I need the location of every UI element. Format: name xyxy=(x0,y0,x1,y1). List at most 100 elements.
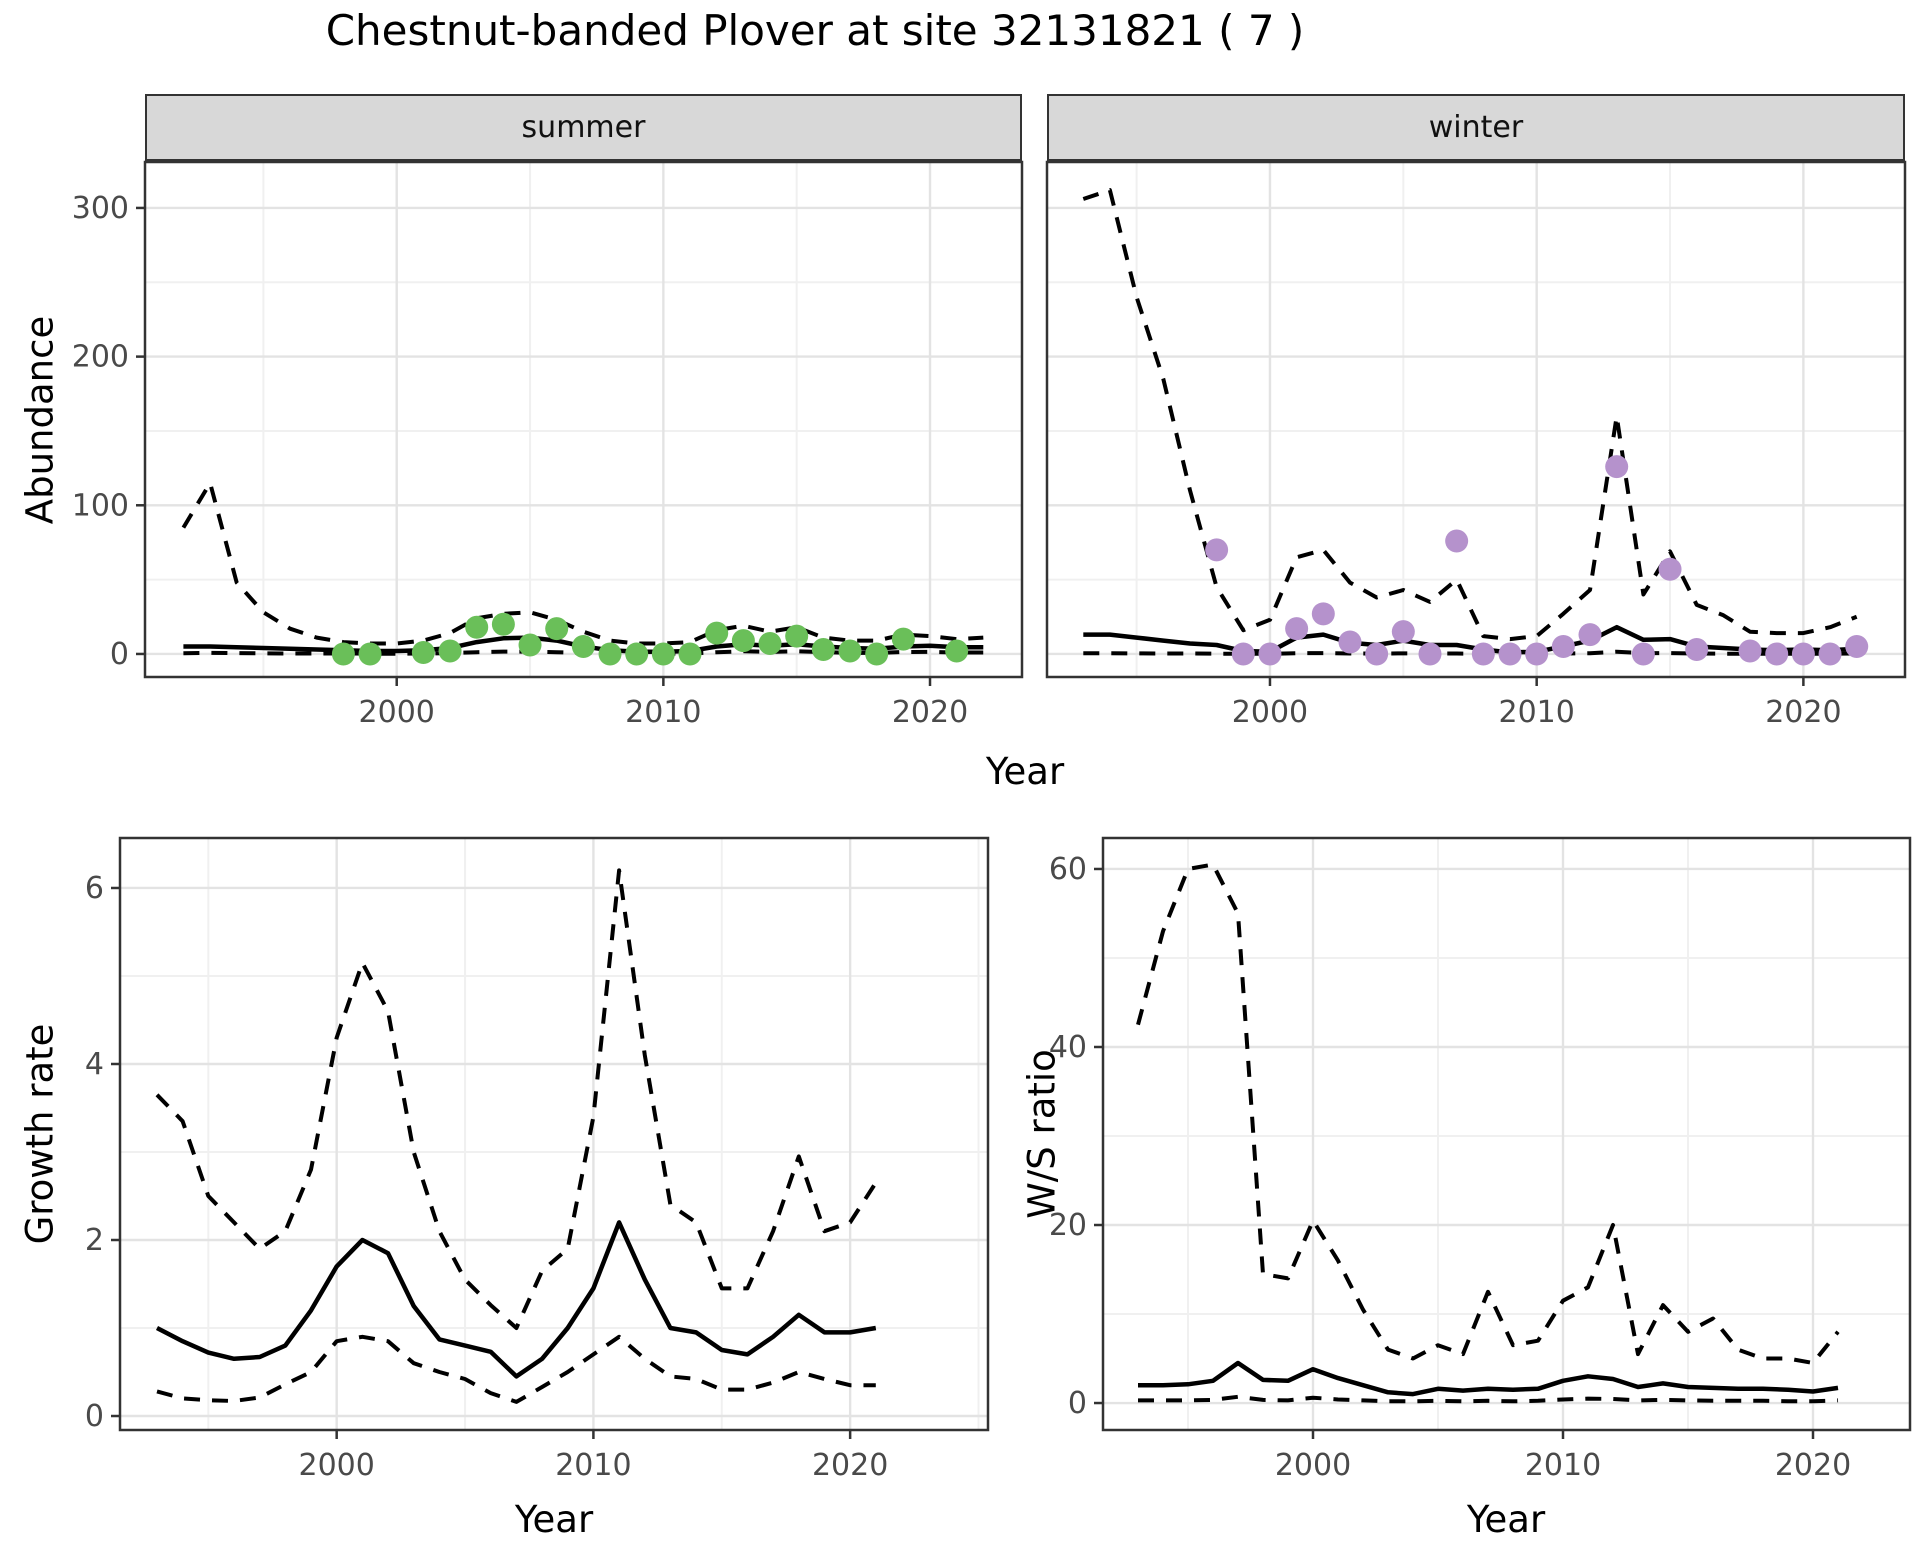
winter-abundance-observation-point xyxy=(1765,642,1789,666)
x-tick-label: 2000 xyxy=(1275,1448,1351,1483)
summer-abundance-observation-point xyxy=(758,632,782,656)
ws-ratio-lower-ci-line xyxy=(1138,1394,1839,1404)
y-tick-label: 20 xyxy=(1049,1208,1087,1243)
facet-strip-summer: summer xyxy=(145,94,1022,162)
x-axis-title-year-growth: Year xyxy=(514,1498,594,1541)
ws-ratio-panel-border xyxy=(1101,836,1912,1432)
x-tick-label: 2010 xyxy=(1498,695,1574,730)
growth-rate-lower-ci-line xyxy=(156,1334,876,1404)
ws-ratio-panel: 2000 2010 2020 0 20 40 60 xyxy=(1049,836,1912,1483)
winter-abundance-observation-point xyxy=(1791,642,1815,666)
facet-strip-winter-label: winter xyxy=(1428,110,1524,145)
growth-rate-panel: 2000 2010 2020 0 2 4 6 xyxy=(85,836,990,1483)
winter-abundance-observation-point xyxy=(1311,602,1335,626)
summer-abundance-observation-point xyxy=(465,615,489,639)
winter-abundance-observation-point xyxy=(1551,635,1575,659)
winter-abundance-observation-point xyxy=(1631,642,1655,666)
summer-abundance-observation-point xyxy=(491,612,515,636)
y-axis-title-ws-ratio: W/S ratio xyxy=(1020,1049,1064,1219)
summer-abundance-observation-point xyxy=(358,642,382,666)
x-tick-label: 2020 xyxy=(1765,695,1841,730)
summer-abundance-panel-border xyxy=(143,160,1024,679)
summer-abundance-observation-point xyxy=(678,642,702,666)
winter-abundance-observation-point xyxy=(1578,623,1602,647)
x-tick-label: 2000 xyxy=(1232,695,1308,730)
x-tick-label: 2020 xyxy=(892,695,968,730)
summer-abundance-observation-point xyxy=(731,629,755,653)
winter-abundance-observation-point xyxy=(1391,620,1415,644)
y-tick-label: 6 xyxy=(85,871,104,906)
facet-strip-summer-label: summer xyxy=(521,110,646,145)
growth-rate-upper-ci-line xyxy=(155,868,878,1330)
winter-abundance-observation-point xyxy=(1685,637,1709,661)
summer-abundance-observation-point xyxy=(625,642,649,666)
summer-abundance-observation-point xyxy=(518,633,542,657)
y-tick-label: 0 xyxy=(1068,1386,1087,1421)
growth-rate-fit-line xyxy=(155,1220,877,1379)
winter-abundance-observation-point xyxy=(1818,642,1842,666)
winter-abundance-observation-point xyxy=(1285,617,1309,641)
winter-abundance-panel-border xyxy=(1045,160,1907,679)
x-tick-label: 2000 xyxy=(298,1448,374,1483)
facet-strip-winter: winter xyxy=(1047,94,1905,162)
x-axis-title-year-top: Year xyxy=(985,750,1065,793)
y-tick-label: 2 xyxy=(85,1223,104,1258)
summer-abundance-observation-point xyxy=(811,637,835,661)
y-tick-label: 0 xyxy=(85,1399,104,1434)
y-tick-label: 300 xyxy=(72,191,129,226)
winter-abundance-panel: 2000 2010 2020 xyxy=(1045,160,1907,730)
x-tick-label: 2010 xyxy=(625,695,701,730)
x-tick-label: 2020 xyxy=(1775,1448,1851,1483)
summer-abundance-observation-point xyxy=(571,635,595,659)
y-tick-label: 60 xyxy=(1049,852,1087,887)
y-tick-label: 4 xyxy=(85,1047,104,1082)
summer-abundance-observation-point xyxy=(865,642,889,666)
winter-abundance-lower-ci-line xyxy=(1083,649,1857,656)
y-tick-label: 100 xyxy=(72,488,129,523)
y-axis-title-growth-rate: Growth rate xyxy=(18,1023,62,1245)
x-axis-title-year-ws: Year xyxy=(1466,1498,1546,1541)
winter-abundance-observation-point xyxy=(1338,630,1362,654)
summer-abundance-observation-point xyxy=(331,642,355,666)
summer-abundance-observation-point xyxy=(705,621,729,645)
y-axis-title-abundance: Abundance xyxy=(18,315,62,525)
summer-abundance-observation-point xyxy=(945,639,969,663)
summer-abundance-observation-point xyxy=(411,640,435,664)
summer-abundance-upper-ci-line xyxy=(181,481,984,646)
winter-abundance-observation-point xyxy=(1418,642,1442,666)
summer-abundance-observation-point xyxy=(438,639,462,663)
winter-abundance-observation-point xyxy=(1445,529,1469,553)
summer-abundance-observation-point xyxy=(545,617,569,641)
summer-abundance-observation-point xyxy=(891,627,915,651)
winter-abundance-observation-point xyxy=(1258,642,1282,666)
summer-abundance-observation-point xyxy=(785,624,809,648)
growth-rate-panel-border xyxy=(118,836,990,1432)
summer-abundance-observation-point xyxy=(598,642,622,666)
summer-abundance-observation-point xyxy=(651,642,675,666)
summer-abundance-panel: 2000 2010 2020 0 100 200 300 xyxy=(72,160,1024,730)
winter-abundance-observation-point xyxy=(1738,639,1762,663)
y-tick-label: 0 xyxy=(110,637,129,672)
summer-abundance-observation-point xyxy=(838,639,862,663)
ws-ratio-upper-ci-line xyxy=(1136,862,1840,1365)
winter-abundance-observation-point xyxy=(1498,642,1522,666)
winter-abundance-observation-point xyxy=(1205,538,1229,562)
y-tick-label: 40 xyxy=(1049,1030,1087,1065)
x-tick-label: 2010 xyxy=(555,1448,631,1483)
winter-abundance-observation-point xyxy=(1365,642,1389,666)
winter-abundance-observation-point xyxy=(1658,557,1682,581)
y-tick-label: 200 xyxy=(72,340,129,375)
x-tick-label: 2010 xyxy=(1525,1448,1601,1483)
winter-abundance-observation-point xyxy=(1231,642,1255,666)
winter-abundance-fit-line xyxy=(1083,624,1857,655)
winter-abundance-observation-point xyxy=(1845,635,1869,659)
ws-ratio-fit-line xyxy=(1138,1360,1839,1397)
x-tick-label: 2000 xyxy=(359,695,435,730)
x-tick-label: 2020 xyxy=(812,1448,888,1483)
winter-abundance-observation-point xyxy=(1525,642,1549,666)
winter-abundance-observation-point xyxy=(1605,455,1629,479)
chart-title: Chestnut-banded Plover at site 32131821 … xyxy=(325,6,1305,55)
winter-abundance-observation-point xyxy=(1471,642,1495,666)
winter-abundance-upper-ci-line xyxy=(1082,188,1858,642)
